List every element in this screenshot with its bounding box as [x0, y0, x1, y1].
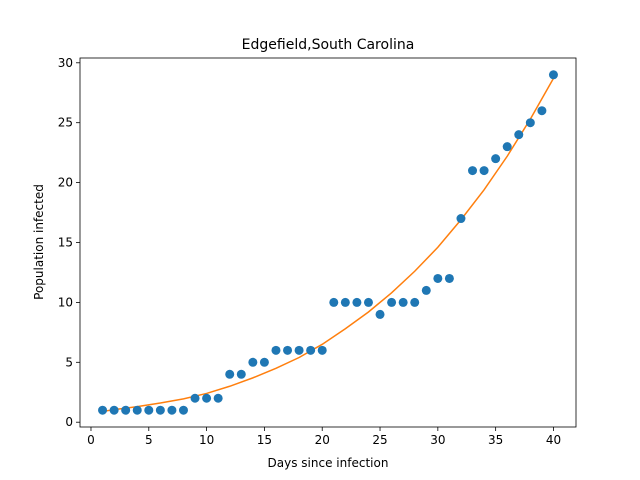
data-point: [329, 297, 339, 307]
data-point: [514, 130, 524, 140]
x-tick-label: 0: [87, 433, 95, 447]
data-point: [433, 273, 443, 283]
x-axis-label: Days since infection: [268, 456, 389, 470]
data-point: [387, 297, 397, 307]
data-point: [259, 357, 269, 367]
data-point: [317, 345, 327, 355]
data-point: [456, 214, 466, 224]
data-point: [98, 405, 108, 415]
data-point: [155, 405, 165, 415]
data-point: [283, 345, 293, 355]
x-tick-label: 30: [430, 433, 445, 447]
data-point: [548, 70, 558, 80]
y-tick-label: 15: [58, 236, 73, 250]
data-point: [444, 273, 454, 283]
x-tick-label: 15: [257, 433, 272, 447]
data-point: [225, 369, 235, 379]
x-tick-label: 20: [315, 433, 330, 447]
data-point: [525, 118, 535, 128]
data-point: [144, 405, 154, 415]
data-point: [410, 297, 420, 307]
x-tick-label: 40: [546, 433, 561, 447]
fit-line: [102, 77, 555, 413]
data-point: [248, 357, 258, 367]
data-point: [213, 393, 223, 403]
data-point: [363, 297, 373, 307]
data-point: [352, 297, 362, 307]
data-point: [121, 405, 131, 415]
data-point: [479, 166, 489, 176]
data-point: [132, 405, 142, 415]
data-point: [421, 285, 431, 295]
data-point: [468, 166, 478, 176]
x-tick-label: 35: [488, 433, 503, 447]
y-tick-label: 30: [58, 56, 73, 70]
y-tick-label: 5: [65, 355, 73, 369]
data-point: [236, 369, 246, 379]
y-tick-label: 25: [58, 116, 73, 130]
data-point: [306, 345, 316, 355]
data-point: [375, 309, 385, 319]
x-tick-label: 5: [145, 433, 153, 447]
data-point: [271, 345, 281, 355]
data-point: [167, 405, 177, 415]
data-point: [340, 297, 350, 307]
data-point: [190, 393, 200, 403]
y-tick-label: 10: [58, 295, 73, 309]
plot-area: 0 5 10 15 20 25 30 35 40 0 5 10 15 20 25 30: [58, 56, 577, 447]
data-point: [398, 297, 408, 307]
data-point: [294, 345, 304, 355]
data-point: [109, 405, 119, 415]
y-axis-label: Population infected: [32, 184, 46, 300]
data-point: [491, 154, 501, 164]
data-point: [537, 106, 547, 116]
data-point: [502, 142, 512, 152]
x-tick-label: 25: [372, 433, 387, 447]
y-tick-label: 0: [65, 415, 73, 429]
data-point: [202, 393, 212, 403]
y-tick-label: 20: [58, 176, 73, 190]
chart-title: Edgefield,South Carolina: [242, 37, 415, 53]
data-point: [178, 405, 188, 415]
x-tick-label: 10: [199, 433, 214, 447]
